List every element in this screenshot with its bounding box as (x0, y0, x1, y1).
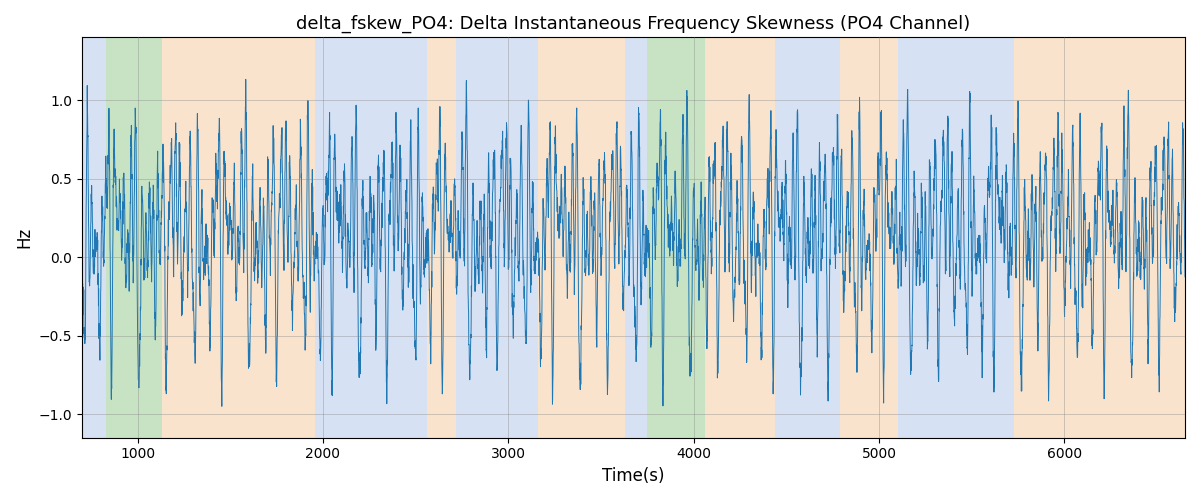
Bar (316, 38, 427, 438)
Bar (1040, 38, 1186, 438)
X-axis label: Time(s): Time(s) (602, 467, 665, 485)
Bar (647, 38, 704, 438)
Bar (162, 38, 316, 438)
Bar (898, 38, 1014, 438)
Bar (106, 38, 162, 438)
Bar (775, 38, 840, 438)
Bar (625, 38, 647, 438)
Bar (1014, 38, 1040, 438)
Bar (704, 38, 775, 438)
Y-axis label: Hz: Hz (14, 227, 32, 248)
Bar (840, 38, 898, 438)
Bar (538, 38, 625, 438)
Bar (456, 38, 538, 438)
Title: delta_fskew_PO4: Delta Instantaneous Frequency Skewness (PO4 Channel): delta_fskew_PO4: Delta Instantaneous Fre… (296, 15, 971, 34)
Bar (82, 38, 106, 438)
Bar (427, 38, 456, 438)
